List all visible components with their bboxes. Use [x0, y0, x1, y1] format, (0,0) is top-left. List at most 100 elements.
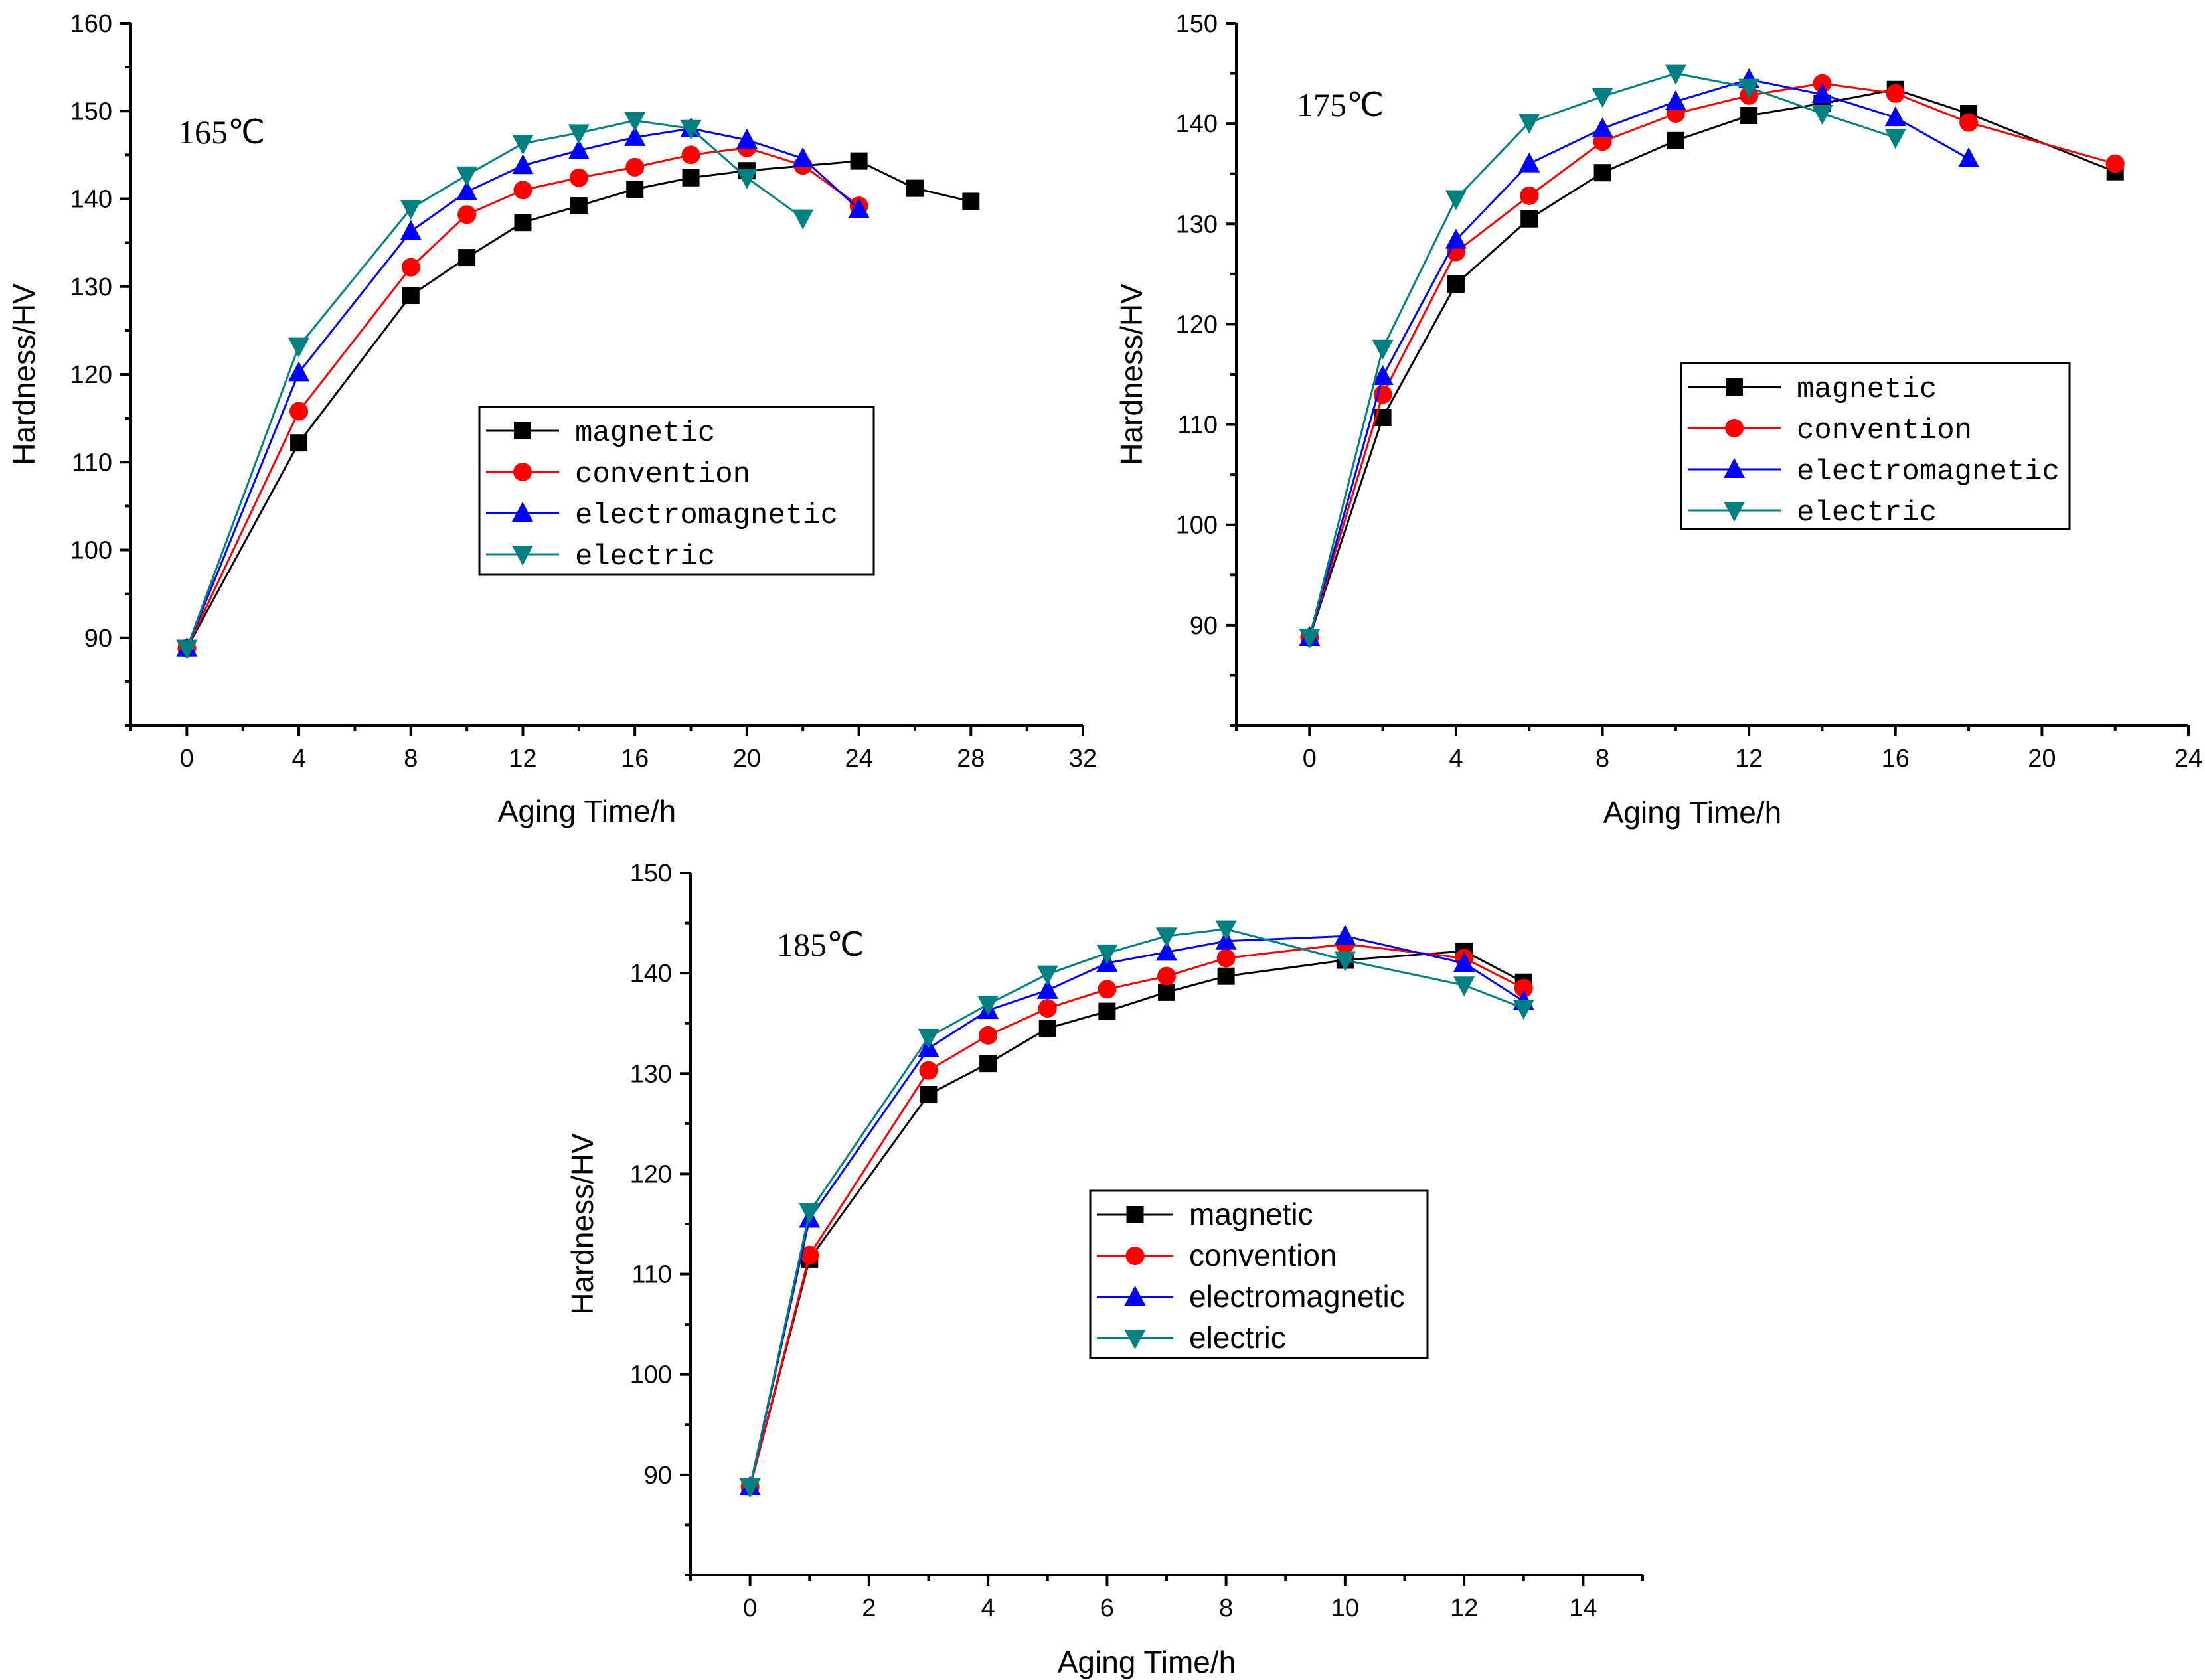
- marker-convention-2: [919, 1061, 938, 1080]
- marker-legend-electromagnetic-0: [512, 502, 533, 522]
- x-tick-label: 24: [845, 745, 872, 773]
- marker-magnetic-5: [1667, 131, 1684, 149]
- x-tick-label: 12: [1735, 745, 1763, 773]
- y-tick-label: 100: [70, 537, 112, 565]
- marker-electromagnetic-4: [512, 154, 534, 175]
- x-tick-label: 28: [957, 745, 985, 773]
- y-axis-title: Hardness/HV: [565, 1133, 600, 1315]
- marker-magnetic-2: [1447, 275, 1465, 293]
- y-tick-label: 110: [631, 1261, 672, 1289]
- marker-electric-7: [680, 119, 702, 140]
- marker-convention-5: [569, 168, 588, 187]
- panel-temperature-label: 185℃: [777, 926, 864, 963]
- x-axis-title: Aging Time/h: [498, 794, 676, 828]
- marker-electric-7: [1215, 920, 1237, 941]
- chart-panel-2: 90 100 110 120 130 140 150 0 4 8 12 16 20 24 Aging Tim…: [1114, 10, 2202, 830]
- y-tick-label: 150: [70, 98, 112, 125]
- marker-electromagnetic-2: [1445, 228, 1467, 249]
- series-line-magnetic: [186, 160, 971, 649]
- series-line-electric: [1308, 72, 1896, 638]
- marker-convention-6: [625, 157, 645, 177]
- legend-label-electromagnetic: electromagnetic: [1797, 455, 2060, 489]
- marker-convention-9: [1959, 113, 1979, 132]
- x-tick-label: 16: [621, 745, 649, 773]
- marker-magnetic-5: [1098, 1002, 1116, 1020]
- y-tick-label: 140: [1176, 110, 1218, 138]
- x-tick-label: 6: [1100, 1594, 1114, 1622]
- y-tick-label: 90: [644, 1462, 672, 1489]
- marker-legend-electric-0: [512, 546, 533, 566]
- marker-magnetic-1: [290, 434, 308, 452]
- marker-electromagnetic-3: [456, 180, 478, 200]
- marker-convention-3: [979, 1026, 998, 1045]
- marker-magnetic-10: [906, 179, 924, 197]
- legend-label-electromagnetic: electromagnetic: [575, 499, 838, 532]
- series-electromagnetic: [176, 117, 870, 657]
- marker-convention-5: [1098, 980, 1117, 999]
- marker-magnetic-4: [1593, 164, 1611, 182]
- marker-legend-magnetic-0: [1726, 378, 1743, 396]
- y-tick-label: 110: [1177, 412, 1218, 439]
- series-line-electromagnetic: [1308, 78, 1969, 638]
- marker-electric-5: [1096, 944, 1118, 964]
- marker-electric-3: [1518, 114, 1540, 134]
- x-tick-label: 16: [1882, 745, 1910, 773]
- marker-electric-4: [1036, 965, 1058, 986]
- marker-legend-magnetic-0: [514, 422, 531, 439]
- y-tick-label: 90: [84, 625, 112, 652]
- marker-electric-4: [1592, 88, 1613, 108]
- marker-electric-9: [792, 209, 814, 230]
- marker-electromagnetic-10: [848, 198, 870, 218]
- x-tick-label: 0: [743, 1594, 757, 1622]
- x-tick-label: 10: [1331, 1594, 1359, 1622]
- x-tick-label: 0: [180, 745, 194, 773]
- x-tick-label: 8: [1595, 745, 1609, 773]
- marker-electric-10: [1512, 1000, 1534, 1020]
- marker-electromagnetic-1: [288, 361, 310, 382]
- x-axis-title: Aging Time/h: [1603, 795, 1781, 830]
- marker-electric-9: [1453, 976, 1475, 997]
- marker-electric-8: [1884, 129, 1906, 149]
- marker-legend-magnetic-0: [1126, 1206, 1144, 1223]
- y-axis-title: Hardness/HV: [1114, 283, 1149, 465]
- marker-electromagnetic-8: [736, 128, 758, 149]
- marker-magnetic-3: [458, 249, 476, 267]
- marker-convention-7: [1216, 949, 1236, 968]
- marker-electric-2: [918, 1028, 939, 1049]
- marker-electromagnetic-1: [1372, 365, 1394, 386]
- marker-convention-1: [289, 402, 309, 421]
- marker-electric-0: [176, 639, 198, 660]
- marker-electric-1: [799, 1203, 821, 1223]
- panel-temperature-label: 175℃: [1297, 86, 1384, 123]
- marker-legend-convention-0: [1725, 419, 1744, 437]
- marker-electric-8: [736, 169, 758, 189]
- legend: magnetic convention electromagnetic electri…: [1089, 1189, 1429, 1359]
- x-axis-title: Aging Time/h: [1058, 1645, 1236, 1679]
- marker-magnetic-3: [979, 1055, 997, 1073]
- legend-label-magnetic: magnetic: [1797, 373, 1937, 406]
- marker-convention-7: [681, 145, 700, 165]
- marker-magnetic-3: [1520, 210, 1538, 228]
- marker-legend-convention-0: [1125, 1247, 1145, 1265]
- chart-panel-3: 90 100 110 120 130 140 150 0 2 4 6 8 10 12 14 Aging Tim…: [565, 860, 1644, 1679]
- marker-legend-convention-0: [513, 463, 532, 481]
- y-tick-label: 160: [70, 10, 112, 38]
- legend-label-electric: electric: [575, 540, 715, 573]
- legend-label-convention: convention: [1797, 414, 1972, 447]
- marker-legend-electric-0: [1724, 502, 1745, 522]
- y-tick-label: 130: [1176, 210, 1218, 238]
- marker-electromagnetic-9: [1453, 952, 1475, 972]
- marker-electric-6: [1738, 78, 1760, 99]
- y-tick-label: 120: [1176, 311, 1218, 339]
- marker-electric-6: [1156, 927, 1177, 948]
- panel-temperature-label: 165℃: [178, 114, 265, 151]
- marker-magnetic-9: [850, 152, 868, 170]
- marker-legend-electric-0: [1124, 1330, 1146, 1349]
- marker-electric-8: [1334, 951, 1356, 972]
- marker-electromagnetic-5: [1665, 90, 1686, 110]
- marker-magnetic-7: [1217, 967, 1235, 985]
- marker-electric-5: [1665, 64, 1686, 85]
- marker-magnetic-4: [514, 214, 532, 232]
- marker-electric-2: [400, 200, 422, 220]
- marker-magnetic-2: [920, 1086, 938, 1104]
